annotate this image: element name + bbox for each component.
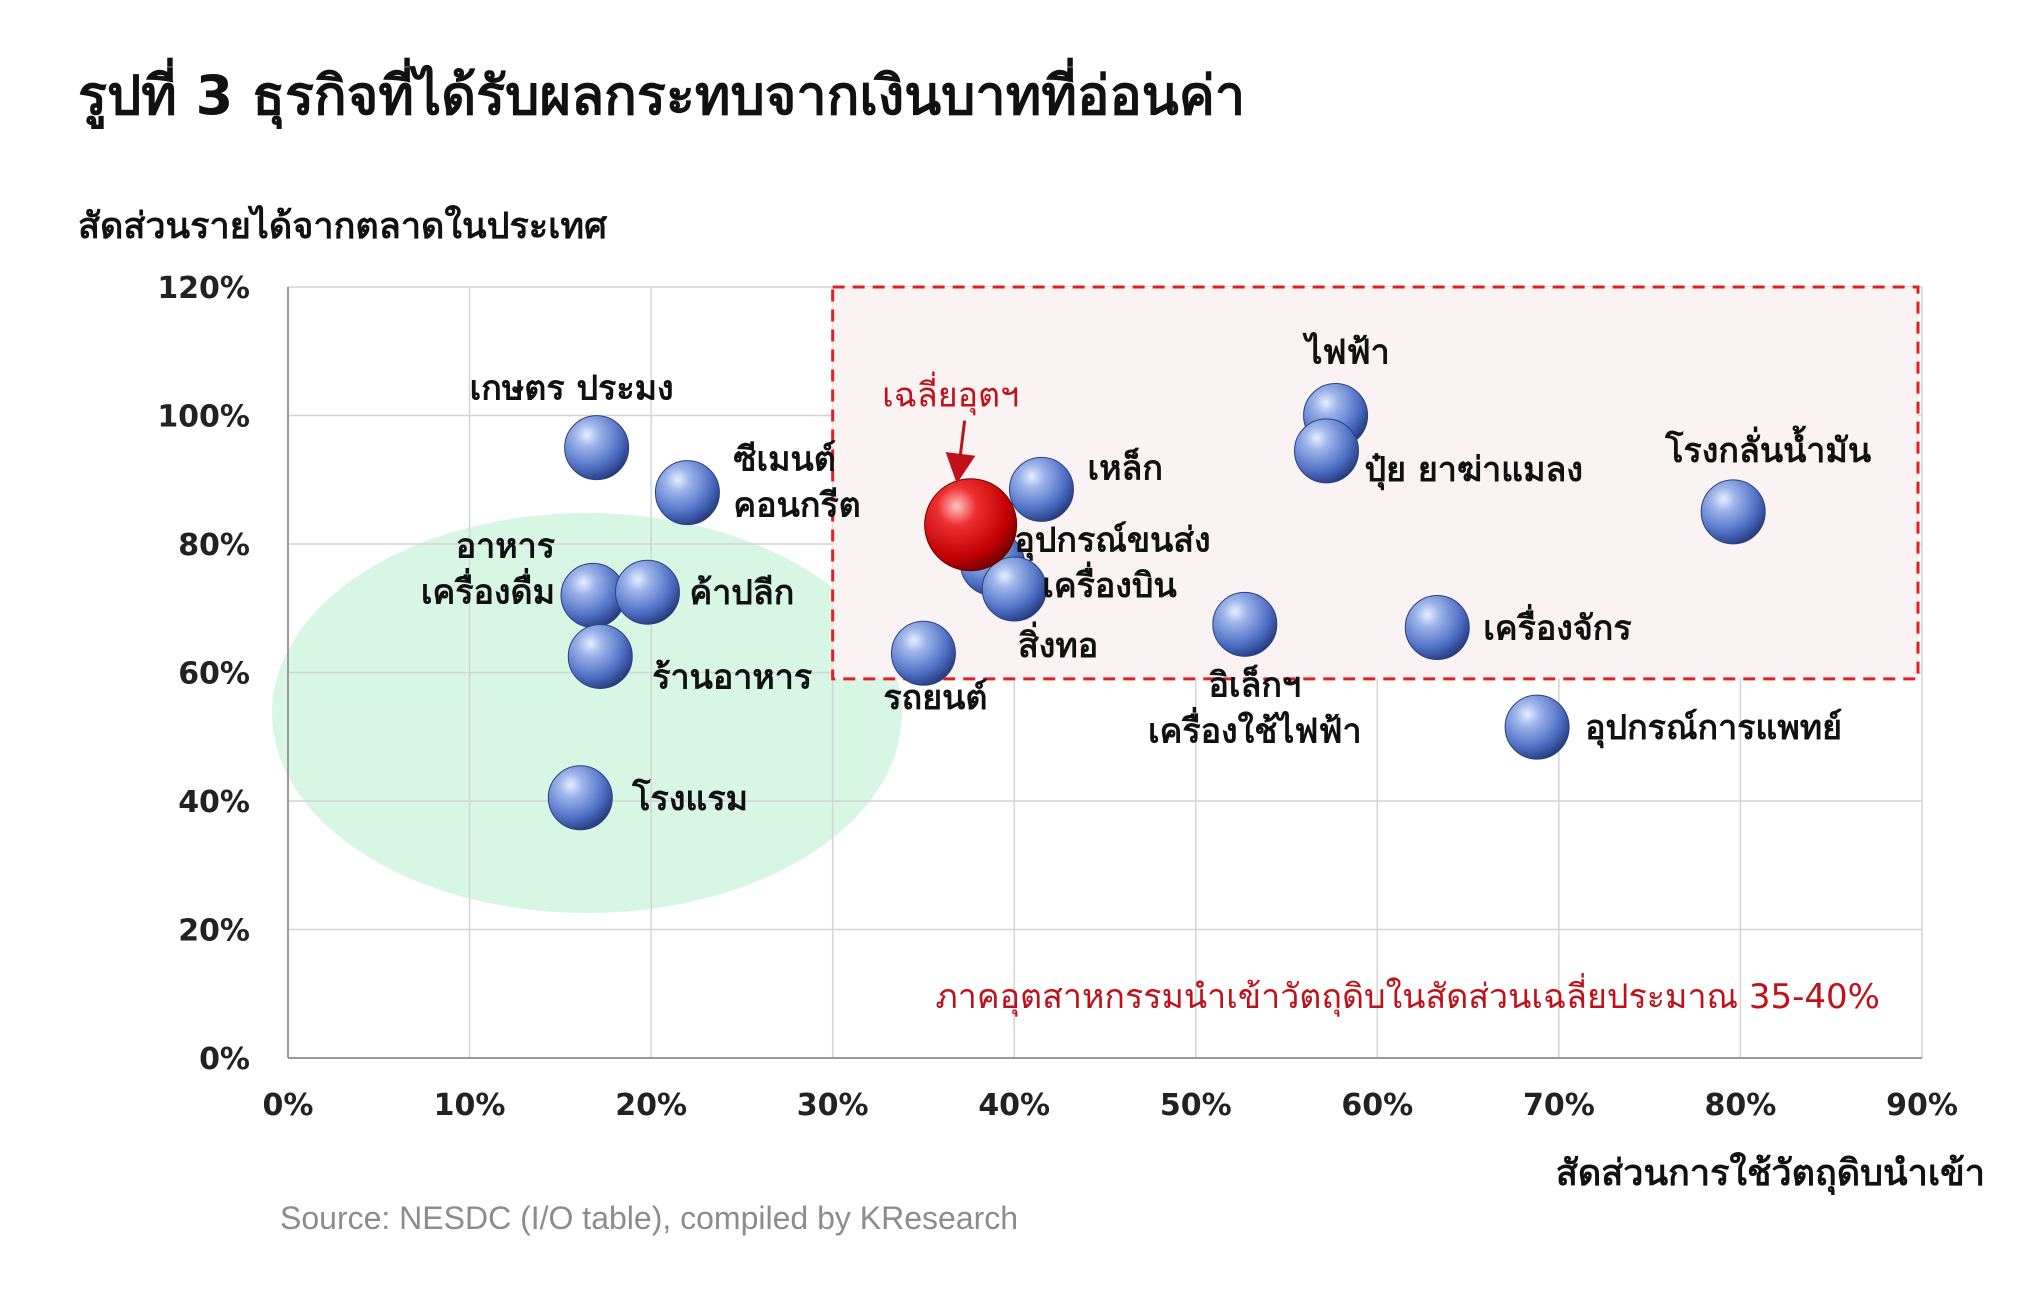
source-note: Source: NESDC (I/O table), compiled by K…	[280, 1200, 1019, 1236]
y-tick-label: 20%	[178, 914, 250, 949]
data-point-bubble	[614, 559, 680, 625]
data-point-bubble	[564, 415, 630, 481]
point-label: คอนกรีต	[733, 486, 860, 526]
average-point-label: เฉลี่ยอุตฯ	[882, 372, 1019, 416]
point-label: รถยนต์	[883, 678, 987, 718]
low-import-cluster-ellipse	[272, 513, 902, 913]
y-tick-label: 80%	[178, 528, 250, 563]
point-label: เกษตร ประมง	[470, 369, 674, 409]
point-label: อุปกรณ์การแพทย์	[1585, 708, 1842, 749]
point-label: อาหาร	[456, 526, 556, 566]
axes	[287, 287, 1922, 1059]
data-point-bubble	[567, 623, 633, 689]
y-tick-label: 60%	[178, 657, 250, 692]
data-point-bubble	[1293, 418, 1359, 484]
data-point-bubble	[981, 556, 1047, 622]
x-tick-label: 70%	[1523, 1088, 1595, 1123]
y-tick-label: 40%	[178, 785, 250, 820]
data-point-bubble	[1700, 479, 1766, 545]
average-import-annotation: ภาคอุตสาหกรรมนำเข้าวัตถุดิบในสัดส่วนเฉลี…	[935, 973, 1880, 1017]
point-label: อุปกรณ์ขนส่ง	[1014, 520, 1210, 561]
x-tick-label: 20%	[615, 1088, 687, 1123]
point-label: เหล็ก	[1087, 446, 1162, 488]
point-label: โรงแรม	[631, 778, 748, 819]
point-label: เครื่องบิน	[1042, 561, 1176, 606]
point-label: อิเล็กฯ	[1209, 663, 1302, 705]
data-point-bubble	[1404, 595, 1470, 661]
average-pointer-arrow	[945, 420, 976, 484]
y-axis-title: สัดส่วนรายได้จากตลาดในประเทศ	[78, 204, 608, 247]
data-point-bubble	[1212, 591, 1278, 657]
data-points: เกษตร ประมงซีเมนต์คอนกรีตอาหารเครื่องดื่…	[421, 332, 1871, 831]
point-label: ไฟฟ้า	[1302, 332, 1389, 373]
point-label: เครื่องจักร	[1483, 604, 1632, 649]
point-label: ค้าปลีก	[689, 573, 794, 613]
x-tick-label: 60%	[1341, 1088, 1413, 1123]
x-tick-label: 80%	[1705, 1088, 1777, 1123]
point-label: เครื่องดื่ม	[421, 567, 555, 612]
average-point-bubble	[924, 478, 1018, 572]
chart-title: รูปที่ 3 ธุรกิจที่ได้รับผลกระทบจากเงินบา…	[78, 64, 1246, 127]
y-tick-label: 0%	[199, 1042, 250, 1077]
x-axis-title: สัดส่วนการใช้วัตถุดิบนำเข้า	[1556, 1151, 1985, 1196]
data-point-bubble	[547, 765, 613, 831]
point-label: โรงกลั่นน้ำมัน	[1664, 425, 1871, 471]
y-tick-label: 120%	[157, 271, 250, 306]
data-point-bubble	[890, 620, 956, 686]
point-labels: เกษตร ประมงซีเมนต์คอนกรีตอาหารเครื่องดื่…	[421, 332, 1871, 819]
x-tick-label: 90%	[1886, 1088, 1958, 1123]
point-label: เครื่องใช้ไฟฟ้า	[1148, 706, 1362, 751]
x-tick-label: 50%	[1160, 1088, 1232, 1123]
point-label: ซีเมนต์	[733, 440, 835, 480]
data-point-bubble	[654, 460, 720, 526]
y-tick-label: 100%	[157, 400, 250, 435]
bubble-group	[547, 383, 1766, 831]
x-tick-label: 40%	[978, 1088, 1050, 1123]
x-tick-label: 30%	[797, 1088, 869, 1123]
tick-labels: 0% 20% 40% 60% 80% 100% 120% 0% 10% 20% 30% 40% 50% 6…	[157, 271, 1958, 1123]
point-label: สิ่งทอ	[1018, 621, 1098, 666]
data-point-bubble	[1008, 456, 1074, 522]
point-label: ปุ๋ย ยาฆ่าแมลง	[1364, 450, 1582, 491]
point-label: ร้านอาหาร	[652, 657, 813, 697]
x-tick-label: 10%	[434, 1088, 506, 1123]
x-tick-label: 0%	[263, 1088, 314, 1123]
data-point-bubble	[1504, 694, 1570, 760]
